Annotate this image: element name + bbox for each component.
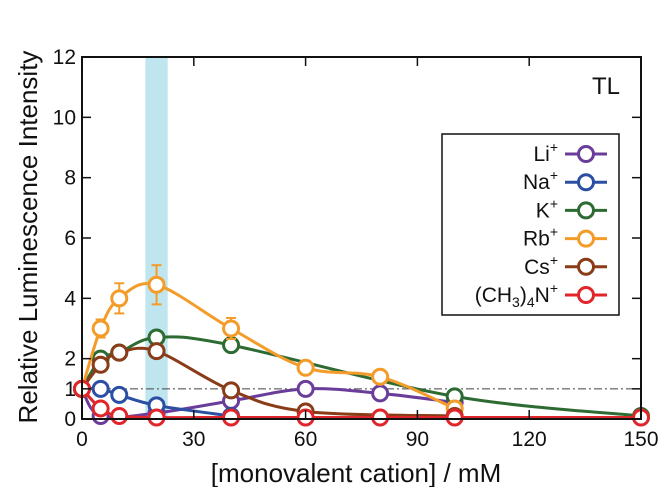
legend-label: Rb+ — [523, 224, 558, 251]
data-point — [110, 385, 129, 404]
data-point — [91, 319, 110, 338]
legend-marker — [577, 286, 595, 304]
y-axis-title: Relative Luminescence Intensity — [13, 51, 43, 424]
legend-marker — [577, 201, 595, 220]
data-point — [445, 408, 464, 427]
data-point — [222, 381, 241, 400]
data-point — [222, 408, 241, 427]
x-tick-label: 120 — [512, 428, 547, 451]
data-point — [371, 384, 390, 403]
y-tick-label: 10 — [53, 106, 76, 129]
data-point — [110, 289, 129, 308]
legend: Li+Na+K+Rb+Cs+(CH3)4N+ — [441, 133, 620, 316]
data-point — [91, 379, 110, 398]
annotation-tl: TL — [592, 73, 620, 100]
legend-label: K+ — [536, 195, 558, 222]
highlight-band — [145, 57, 168, 419]
legend-marker — [577, 145, 595, 163]
data-point — [296, 379, 315, 398]
data-point — [147, 342, 166, 361]
y-tick-label: 8 — [64, 167, 76, 190]
legend-label: Cs+ — [524, 252, 558, 279]
data-point — [110, 343, 129, 362]
data-point — [371, 367, 390, 386]
x-tick-label: 0 — [76, 428, 88, 451]
y-tick-label: 4 — [64, 287, 76, 310]
y-tick-label: 6 — [64, 227, 76, 250]
data-point — [222, 319, 241, 338]
x-tick-label: 60 — [294, 428, 317, 451]
data-point — [296, 358, 315, 377]
highlight-band-layer — [145, 57, 168, 419]
legend-label: (CH3)4N+ — [475, 280, 558, 310]
y-tick-label: 12 — [53, 46, 76, 69]
legend-box — [441, 133, 620, 316]
legend-label: Na+ — [523, 167, 558, 194]
x-axis-title: [monovalent cation] / mM — [211, 458, 501, 487]
data-point — [110, 406, 129, 425]
data-point — [147, 275, 166, 294]
data-point — [371, 408, 390, 427]
data-point — [91, 399, 110, 418]
x-tick-label: 90 — [406, 428, 429, 451]
legend-marker — [577, 173, 595, 192]
legend-marker — [577, 257, 595, 276]
x-tick-label: 30 — [182, 428, 205, 451]
y-tick-label: 0 — [64, 408, 76, 431]
legend-marker — [577, 229, 595, 248]
legend-label: Li+ — [533, 139, 558, 166]
y-tick-label: 1 — [64, 378, 76, 401]
data-point — [91, 355, 110, 374]
y-tick-label: 2 — [64, 348, 76, 371]
x-tick-label: 150 — [623, 428, 658, 451]
data-point — [147, 408, 166, 427]
